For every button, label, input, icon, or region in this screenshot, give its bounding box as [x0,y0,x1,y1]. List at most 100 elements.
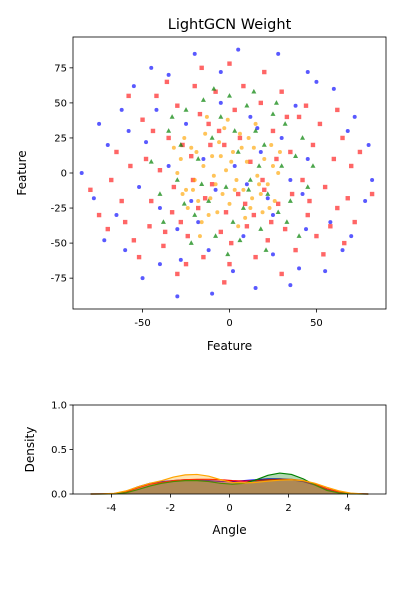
scatter-point [210,154,215,159]
scatter-point [171,145,176,150]
scatter-point [175,294,180,299]
scatter-point [248,206,253,211]
scatter-y-tick-label: 25 [54,133,67,144]
scatter-point [91,196,96,201]
scatter-point [265,191,271,196]
scatter-point [225,117,230,122]
scatter-point [206,121,211,127]
scatter-point [185,206,190,211]
scatter-point [150,128,156,134]
scatter-point [199,181,205,187]
scatter-point [305,212,310,218]
scatter-x-tick-label: 0 [226,318,232,329]
scatter-point [222,142,227,148]
scatter-point [114,149,119,155]
scatter-point [175,227,180,232]
scatter-point [157,206,162,211]
scatter-point [171,184,177,190]
scatter-point [105,226,110,232]
scatter-point [88,187,93,193]
density-area [90,474,369,494]
scatter-point [232,187,237,192]
scatter-point [206,198,212,203]
scatter-point [274,156,279,162]
scatter-point [270,128,276,134]
density-line [90,472,369,495]
scatter-point [363,199,368,204]
scatter-point [303,103,309,108]
scatter-point [331,156,337,162]
scatter-point [287,198,293,203]
scatter-point [256,163,262,168]
scatter-point [270,111,276,116]
scatter-point [370,178,375,183]
scatter-point [260,210,265,215]
scatter-point [197,111,203,117]
scatter-point [230,219,236,224]
scatter-point [284,219,290,224]
scatter-point [136,254,142,260]
scatter-point [169,210,175,215]
scatter-point [178,219,184,225]
scatter-point [185,233,190,239]
scatter-point [162,229,168,235]
scatter-point [180,192,185,197]
scatter-point [241,234,246,239]
scatter-point [288,283,293,288]
scatter-point [277,149,282,154]
scatter-point [181,201,187,206]
scatter-point [201,254,206,260]
scatter-point [314,79,319,84]
scatter-point [126,93,131,99]
scatter-point [352,114,357,119]
scatter-point [269,219,274,225]
scatter-point [345,128,350,133]
scatter-point [232,107,237,113]
scatter-point [276,171,281,175]
density-y-tick-label: 0.5 [51,445,67,456]
scatter-point [270,252,275,257]
scatter-point [262,156,267,161]
scatter-point [114,213,119,218]
scatter-point [236,47,241,52]
scatter-point [263,247,269,252]
scatter-point [267,206,272,211]
scatter-point [275,201,281,207]
scatter-point [189,153,194,159]
scatter-point [147,224,152,229]
scatter-point [157,191,163,196]
scatter-point [241,83,246,89]
scatter-point [184,121,189,126]
scatter-point [253,285,258,290]
scatter-point [273,100,279,105]
scatter-point [284,114,290,120]
scatter-point [166,128,172,133]
scatter-point [342,240,347,246]
scatter-point [199,220,204,225]
scatter-point [272,199,277,204]
scatter-x-tick-label: -50 [134,318,150,329]
scatter-points-layer [79,47,375,299]
scatter-point [216,128,222,134]
scatter-point [180,142,185,148]
scatter-point [192,83,197,89]
scatter-point [206,248,211,253]
scatter-point [223,184,229,189]
scatter-point [196,220,201,225]
scatter-point [244,102,250,108]
density-x-tick-label: -4 [106,503,116,514]
scatter-point [253,254,258,260]
scatter-point [248,159,253,164]
scatter-point [340,248,345,253]
scatter-point [192,212,198,217]
scatter-point [206,213,211,218]
scatter-point [160,219,166,224]
scatter-point [247,177,253,182]
scatter-point [265,196,270,201]
scatter-point [126,128,131,133]
scatter-point [262,187,267,193]
scatter-point [230,149,235,154]
scatter-point [279,271,284,277]
scatter-point [243,215,248,220]
